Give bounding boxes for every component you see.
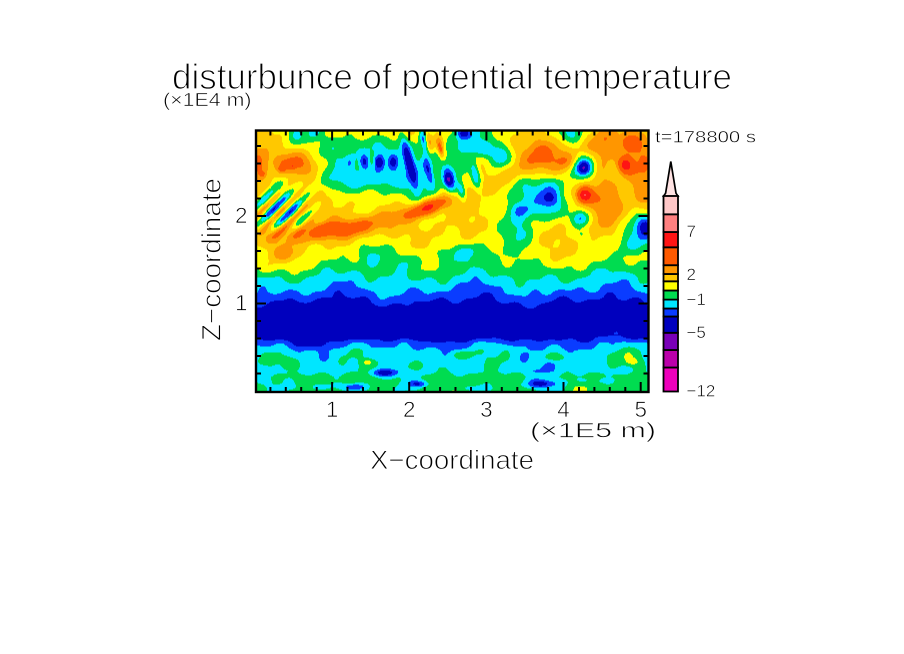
svg-text:−1: −1	[687, 290, 706, 309]
svg-text:3: 3	[480, 397, 493, 422]
svg-text:−12: −12	[687, 382, 716, 401]
svg-text:2: 2	[687, 265, 696, 284]
svg-text:1: 1	[326, 397, 339, 422]
svg-text:−5: −5	[687, 323, 706, 342]
svg-text:1: 1	[235, 291, 248, 316]
svg-text:(×1E5 m): (×1E5 m)	[530, 419, 656, 443]
svg-text:4: 4	[557, 397, 570, 422]
svg-text:t=178800 s: t=178800 s	[655, 128, 756, 147]
svg-text:5: 5	[634, 397, 647, 422]
svg-text:X−coordinate: X−coordinate	[370, 445, 534, 475]
svg-text:7: 7	[687, 222, 696, 241]
svg-text:2: 2	[235, 203, 248, 228]
svg-text:disturbunce of potential tempe: disturbunce of potential temperature	[172, 56, 732, 97]
svg-text:Z−coordinate: Z−coordinate	[197, 178, 227, 341]
svg-text:2: 2	[403, 397, 416, 422]
svg-text:(×1E4 m): (×1E4 m)	[163, 90, 252, 110]
